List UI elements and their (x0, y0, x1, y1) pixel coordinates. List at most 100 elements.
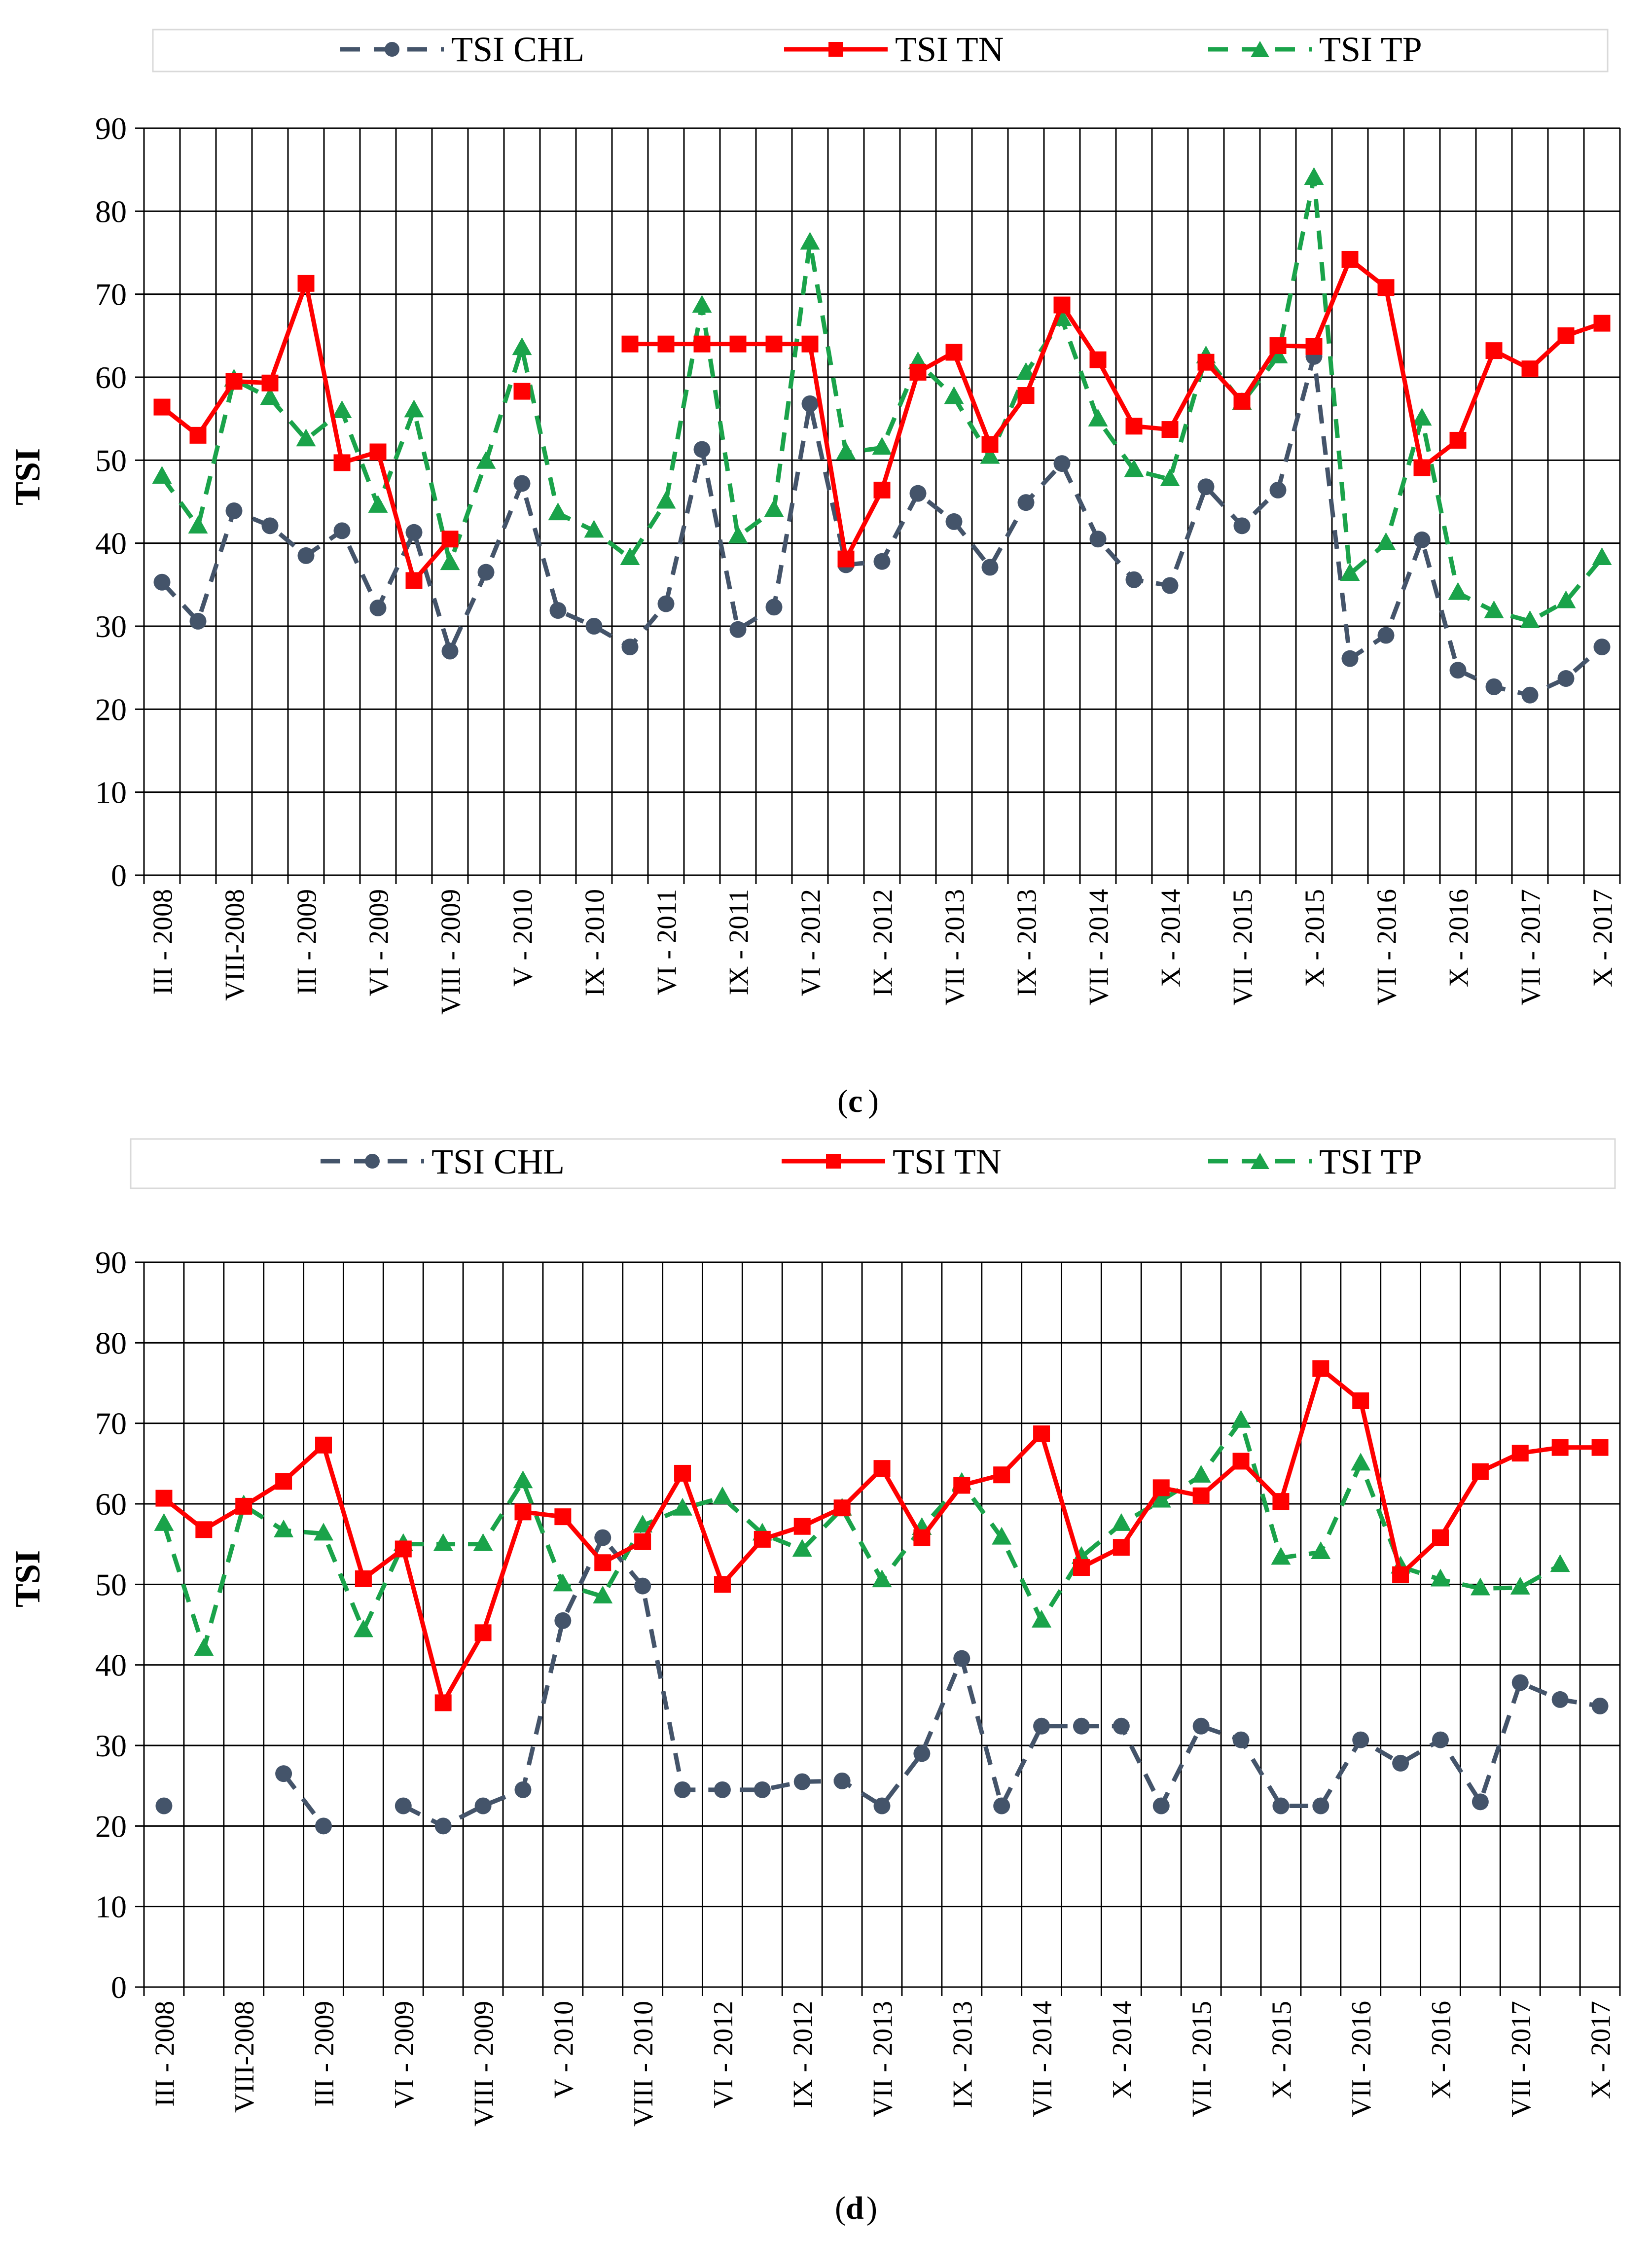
legend-marker-square (828, 42, 843, 57)
x-tick-label: VI - 2011 (652, 889, 682, 996)
x-tick-label: X - 2015 (1300, 889, 1330, 987)
x-tick-label: X - 2017 (1588, 889, 1618, 987)
data-point-chl (514, 1781, 532, 1798)
data-point-tn (1521, 360, 1539, 378)
data-point-tn (594, 1554, 611, 1571)
legend-label-tp: TSI TP (1319, 1142, 1422, 1181)
data-point-tp (992, 1527, 1012, 1545)
data-point-chl (1472, 1793, 1489, 1811)
data-point-tn (195, 1521, 213, 1538)
data-point-chl (1377, 627, 1395, 644)
legend-item-tp: TSI TP (1208, 30, 1422, 69)
y-axis-ticks-c: 0 10 20 30 40 50 60 70 80 90 (95, 111, 127, 893)
data-point-chl (1557, 670, 1575, 687)
data-point-tp (368, 495, 388, 513)
data-point-tn (873, 481, 891, 498)
data-point-chl (1413, 531, 1431, 548)
data-point-chl (1521, 686, 1539, 704)
data-point-tp (1016, 362, 1036, 380)
legend-marker-square (826, 1154, 841, 1169)
y-tick-label: 40 (95, 526, 127, 561)
x-tick-label: VII - 2013 (868, 2001, 898, 2117)
data-point-chl (261, 517, 279, 534)
data-point-tn (1472, 1463, 1489, 1480)
legend-label-chl: TSI CHL (451, 30, 584, 69)
data-point-tp (1151, 1490, 1171, 1508)
data-point-chl (754, 1781, 771, 1798)
data-point-tp (712, 1486, 732, 1504)
data-point-tn (714, 1576, 731, 1593)
data-point-chl (1511, 1674, 1529, 1691)
data-point-tp (692, 295, 712, 313)
y-tick-label: 70 (95, 1406, 127, 1441)
data-point-chl (953, 1650, 970, 1667)
data-point-tp (314, 1523, 334, 1541)
data-point-tn (793, 1518, 811, 1535)
data-point-chl (1432, 1731, 1449, 1748)
data-point-tn (1392, 1566, 1409, 1583)
data-point-tp (1351, 1453, 1371, 1471)
chart-panel-c: TSI CHL TSI TN TSI TP 0 10 20 30 40 50 60 70 80 9… (8, 29, 1621, 1119)
data-point-chl (189, 612, 207, 630)
data-point-tn (981, 436, 999, 453)
data-point-tp (944, 386, 964, 404)
x-tick-label: VIII-2008 (229, 2001, 260, 2113)
x-tick-label: V - 2010 (508, 889, 539, 987)
data-point-tn (434, 1694, 452, 1711)
data-point-tp (764, 499, 784, 517)
data-point-tp (872, 1569, 892, 1588)
data-point-chl (913, 1745, 931, 1762)
x-tick-label: VII - 2014 (1084, 889, 1114, 1005)
data-point-tn (953, 1477, 970, 1494)
data-point-tn (1413, 459, 1431, 476)
y-tick-label: 70 (95, 277, 127, 312)
y-tick-label: 30 (95, 609, 127, 644)
data-point-tn (315, 1436, 332, 1454)
data-point-chl (1197, 478, 1215, 496)
data-point-tp (1191, 1464, 1211, 1483)
series-line-chl (282, 1772, 325, 1828)
data-point-tp (673, 1497, 693, 1516)
plot-grid-d (135, 1261, 1621, 1996)
data-point-tn (909, 363, 927, 381)
legend-label-tn: TSI TN (895, 30, 1004, 69)
legend-item-tn: TSI TN (782, 1142, 1002, 1181)
y-tick-label: 50 (95, 1567, 127, 1602)
legend-marker-triangle (1251, 41, 1269, 57)
data-point-chl (1312, 1797, 1329, 1814)
data-point-tn (355, 1570, 372, 1587)
x-tick-label: VII - 2016 (1346, 2001, 1377, 2117)
data-point-tp (1231, 1410, 1251, 1428)
x-tick-label: X - 2016 (1426, 2001, 1457, 2099)
data-point-chl (765, 599, 783, 616)
data-point-tp (1510, 1576, 1530, 1595)
x-tick-label: VII - 2017 (1516, 889, 1546, 1005)
x-tick-label: VIII - 2010 (628, 2001, 659, 2127)
series-line-tn (162, 1366, 1600, 1705)
data-point-tn (405, 572, 423, 589)
data-point-chl (693, 441, 711, 458)
data-point-tn (873, 1460, 891, 1477)
data-point-tp (473, 1533, 493, 1551)
data-point-tp (1088, 408, 1108, 427)
x-tick-label: VII - 2014 (1027, 2001, 1058, 2117)
x-tick-label: IX - 2012 (868, 889, 898, 996)
y-tick-label: 80 (95, 194, 127, 229)
data-point-tn (993, 1466, 1010, 1484)
series-line-chl (160, 354, 1604, 698)
data-point-chl (634, 1577, 651, 1595)
caption-close-paren-d: ) (866, 2190, 877, 2226)
data-point-tp (194, 1638, 214, 1656)
data-point-tn (395, 1540, 412, 1558)
legend-item-tn: TSI TN (784, 30, 1004, 69)
data-point-tn (1557, 327, 1575, 344)
x-tick-label: VII - 2015 (1228, 889, 1258, 1005)
y-tick-label: 10 (95, 1889, 127, 1924)
data-point-chl (1192, 1717, 1210, 1735)
data-point-chl (153, 573, 171, 591)
data-point-tn (1432, 1529, 1449, 1546)
data-point-tn (1449, 431, 1467, 449)
x-tick-label: VIII - 2009 (469, 2001, 500, 2127)
data-point-chl (801, 395, 819, 412)
